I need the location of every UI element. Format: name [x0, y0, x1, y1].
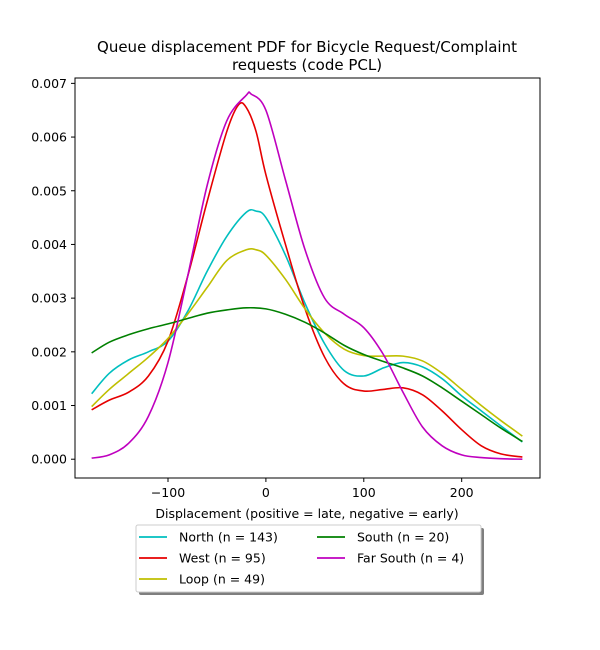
y-tick-label-1: 0.001: [31, 398, 67, 413]
y-tick-label-0: 0.000: [31, 452, 67, 467]
x-axis: −100 0 100 200: [151, 478, 474, 500]
series-line-3: [91, 306, 523, 443]
y-tick-label-7: 0.007: [31, 76, 67, 91]
series-line-0: [91, 208, 523, 443]
legend-box: [135, 524, 482, 593]
y-tick-label-2: 0.002: [31, 344, 67, 359]
legend-label-0: North (n = 143): [179, 530, 278, 545]
x-axis-label: Displacement (positive = late, negative …: [155, 506, 458, 521]
legend-label-3: South (n = 20): [357, 530, 449, 545]
series-line-2: [91, 247, 523, 437]
x-tick-label-1: 0: [262, 485, 270, 500]
plot-frame: [74, 77, 541, 479]
legend: North (n = 143) West (n = 95) Loop (n = 49…: [135, 524, 484, 595]
y-tick-label-5: 0.005: [31, 183, 67, 198]
x-tick-label-0: −100: [151, 485, 185, 500]
x-tick-label-2: 100: [352, 485, 376, 500]
y-tick-label-3: 0.003: [31, 291, 67, 306]
chart-title-line-2: requests (code PCL): [232, 56, 382, 74]
y-tick-label-6: 0.006: [31, 130, 67, 145]
y-axis: 0.000 0.001 0.002 0.003 0.004 0.005 0.006 0.007: [31, 76, 75, 467]
chart-title-line-1: Queue displacement PDF for Bicycle Reque…: [97, 38, 517, 56]
x-tick-label-3: 200: [450, 485, 474, 500]
y-tick-label-4: 0.004: [31, 237, 67, 252]
series-line-1: [91, 101, 523, 458]
series-layer: [91, 91, 523, 461]
legend-label-4: Far South (n = 4): [357, 551, 464, 566]
legend-label-1: West (n = 95): [179, 551, 266, 566]
series-line-4: [91, 91, 523, 461]
legend-label-2: Loop (n = 49): [179, 572, 265, 587]
